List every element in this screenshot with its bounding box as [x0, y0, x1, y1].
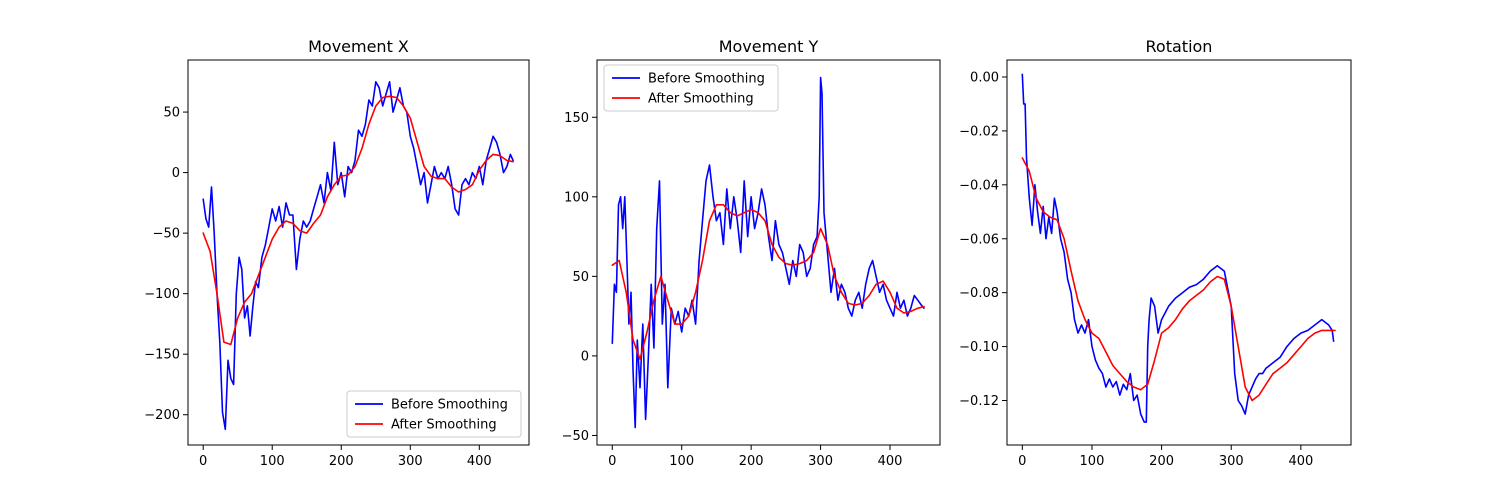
x-tick-label: 0 [199, 454, 207, 469]
legend-entry: Before Smoothing [391, 398, 508, 413]
series-line-before-smoothing [202, 81, 514, 431]
x-tick-label: 400 [878, 454, 903, 469]
x-tick-label: 0 [608, 454, 616, 469]
legend: Before Smoothing After Smoothing [346, 390, 522, 438]
legend: Before Smoothing After Smoothing [603, 64, 779, 112]
y-tick-label: 0 [581, 349, 589, 364]
x-tick-label: 200 [1149, 454, 1174, 469]
x-tick-label: 400 [1288, 454, 1313, 469]
legend-box [346, 390, 522, 438]
x-tick-label: 100 [669, 454, 694, 469]
chart-title: Rotation [1146, 37, 1213, 56]
y-tick-label: −50 [153, 227, 180, 242]
x-tick-label: 200 [329, 454, 354, 469]
y-tick-label: −200 [144, 408, 180, 423]
chart-panel-2: Movement Y 0 100 200 300 400 −50 0 50 100 150 Befor… [562, 37, 941, 469]
y-tick-label: −0.02 [959, 124, 999, 139]
y-tick-label: −100 [144, 287, 180, 302]
chart-panel-1: Movement X 0 100 200 300 400 −200 −150 −100 −50 0 5… [144, 37, 530, 469]
y-tick-label: −0.08 [959, 286, 999, 301]
y-tick-label: 150 [564, 111, 589, 126]
y-tick-label: −0.12 [959, 394, 999, 409]
y-tick-label: −0.10 [959, 340, 999, 355]
y-tick-label: −150 [144, 348, 180, 363]
y-tick-label: 100 [564, 190, 589, 205]
x-tick-label: 300 [808, 454, 833, 469]
x-tick-label: 400 [467, 454, 492, 469]
legend-entry: After Smoothing [648, 92, 754, 107]
legend-entry: After Smoothing [391, 418, 497, 433]
series-line-after-smoothing [202, 95, 514, 346]
x-tick-label: 0 [1018, 454, 1026, 469]
y-tick-label: 0.00 [970, 70, 999, 85]
x-tick-label: 300 [398, 454, 423, 469]
y-tick-label: 50 [572, 270, 589, 285]
axes-frame [596, 59, 941, 446]
series-line-after-smoothing [611, 204, 925, 360]
axes-frame [187, 59, 530, 446]
y-tick-label: 50 [163, 106, 180, 121]
y-tick-label: −0.06 [959, 232, 999, 247]
y-tick-label: −0.04 [959, 178, 999, 193]
x-tick-label: 300 [1219, 454, 1244, 469]
y-tick-label: −50 [562, 429, 589, 444]
legend-box [603, 64, 779, 112]
x-tick-label: 200 [739, 454, 764, 469]
x-tick-label: 100 [260, 454, 285, 469]
chart-title: Movement Y [719, 37, 819, 56]
series-line-after-smoothing [1021, 157, 1336, 402]
y-tick-label: 0 [172, 166, 180, 181]
legend-entry: Before Smoothing [648, 72, 765, 87]
chart-panel-3: Rotation 0 100 200 300 400 0.00 −0.02 −0.04 −0.06… [959, 37, 1352, 469]
axes-frame [1006, 59, 1352, 446]
series-line-before-smoothing [1021, 73, 1335, 423]
x-tick-label: 100 [1080, 454, 1105, 469]
chart-title: Movement X [308, 37, 409, 56]
